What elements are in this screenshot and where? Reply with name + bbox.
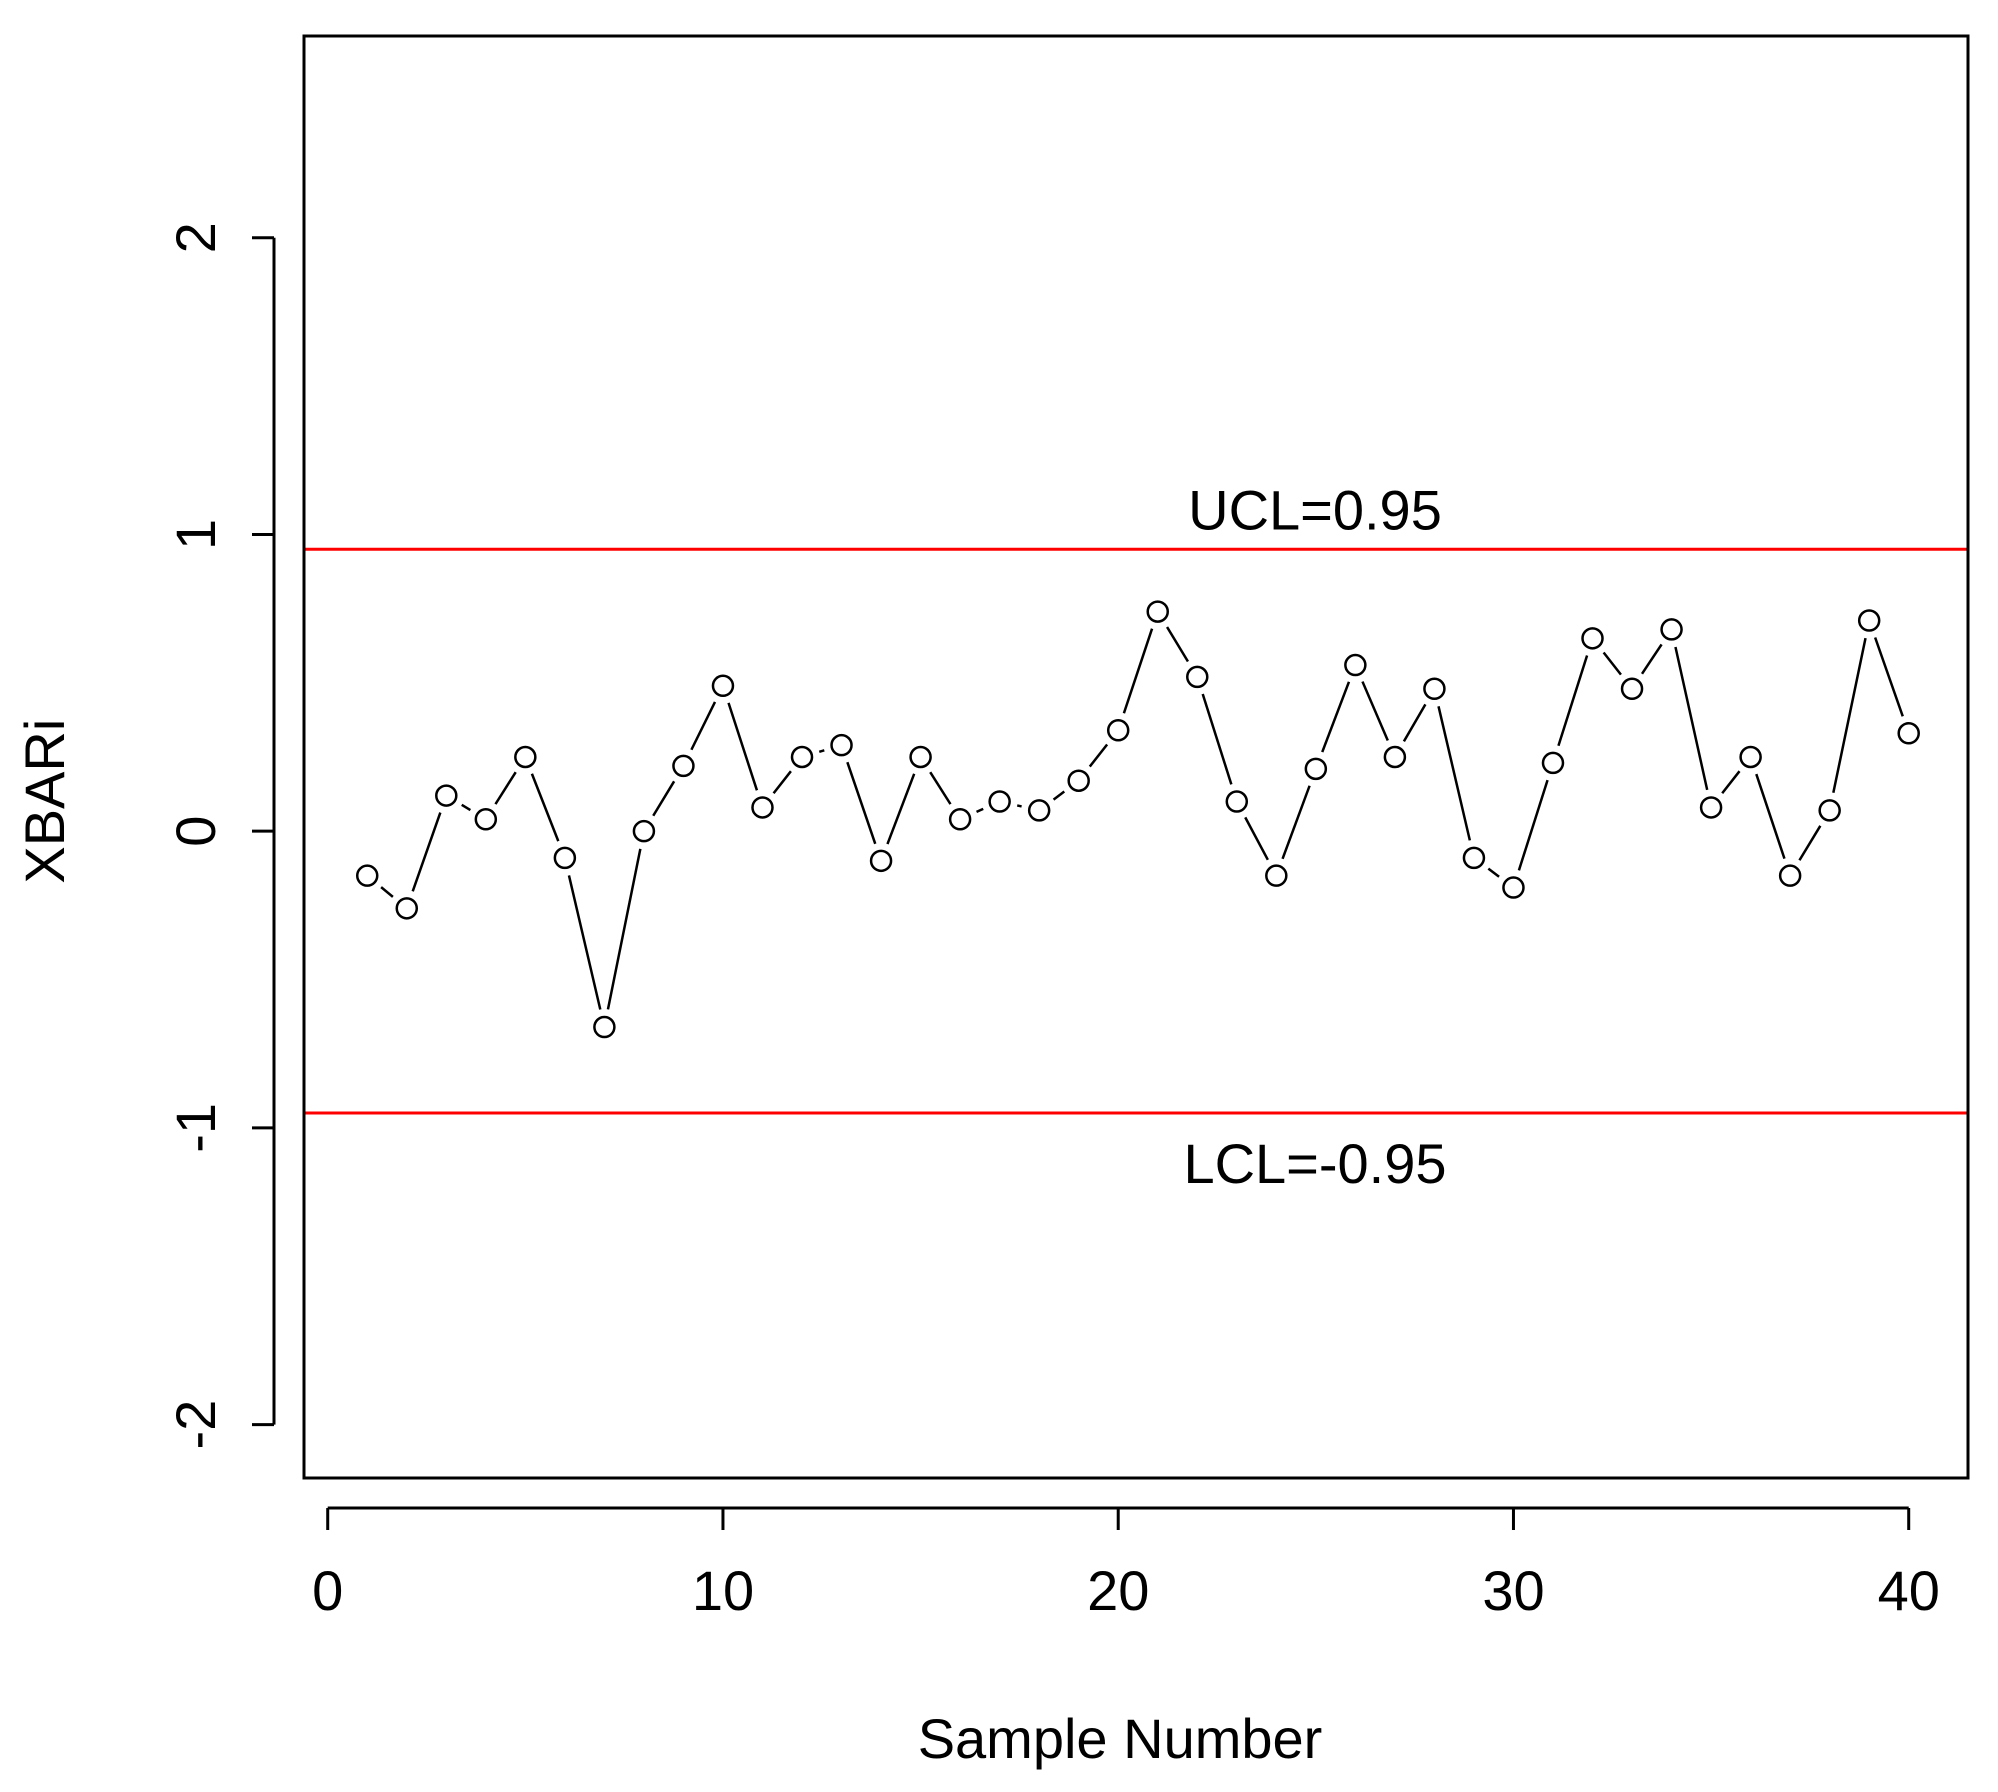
x-tick-label: 40 [1878,1559,1940,1622]
series-segment [1321,681,1351,753]
y-tick-label: -2 [164,1400,227,1450]
x-tick-label: 20 [1087,1559,1149,1622]
series-segment [380,886,394,898]
series-segment [1165,626,1190,663]
series-segment [461,803,472,812]
series-segment [1602,651,1622,676]
axes: 0 10 20 30 40 -2 -1 0 1 2 [164,222,1940,1622]
data-point [1344,653,1367,677]
series-segment [1721,770,1741,795]
series-segment [886,773,916,845]
series-segment [1088,743,1109,768]
control-limits: UCL=0.95 LCL=-0.95 [304,478,1968,1195]
data-point [1106,719,1130,742]
series-segment [1361,681,1389,741]
x-axis-title: Sample Number [918,1707,1323,1770]
data-point [553,846,577,870]
series-segment [652,780,676,817]
data-point [514,745,537,769]
series-segment [727,702,759,791]
data-point [1423,677,1446,701]
series-segment [929,771,952,805]
series-segment [976,807,984,814]
data-point [1897,722,1920,745]
series-segment [1832,637,1867,794]
data-point [1541,751,1565,775]
series-segment [1201,693,1233,785]
series-segment [1402,703,1427,743]
data-point [632,819,656,843]
data-point [1581,627,1604,650]
data-point [395,897,419,920]
series-segment [567,875,602,1010]
data-point [1186,665,1209,689]
data-point [672,754,695,778]
series-segment [1244,816,1269,861]
data-point [1067,769,1090,792]
data-point [1778,864,1802,887]
series-segment [772,770,792,795]
data-point [1818,799,1841,822]
data-point [593,1015,616,1039]
data-point [1699,796,1723,819]
series-segment [494,771,517,805]
x-tick-label: 10 [692,1559,754,1622]
data-point [751,796,774,819]
series-segment [530,773,560,842]
data-point [1660,618,1683,641]
series-segment [411,812,442,892]
data-point [1027,799,1051,822]
series-segment [1798,825,1822,861]
data-point [830,733,853,757]
series-segment [846,761,877,845]
data-point [1502,876,1525,899]
data-series [355,600,1920,1039]
series-segment [1016,804,1022,808]
data-point [1304,757,1328,781]
series-segment [818,749,825,754]
plot-frame [302,34,1970,1480]
data-point [1462,846,1486,870]
data-point [869,849,893,873]
data-point [1620,677,1644,701]
data-point [1265,864,1288,887]
data-point [1739,745,1762,769]
data-point [1383,745,1407,769]
series-segment [606,848,642,1010]
series-segment [1674,646,1709,791]
series-segment [1557,655,1589,747]
x-tick-label: 0 [312,1559,343,1622]
series-segment [1281,785,1311,860]
y-tick-label: -1 [164,1103,227,1153]
y-axis-title: XBARi [13,719,76,884]
data-point [1857,609,1881,632]
series-segment [1052,790,1066,801]
control-limit-label: UCL=0.95 [1188,478,1442,541]
series-segment [690,701,717,751]
data-point [790,745,814,769]
series-segment [1122,628,1154,714]
data-point [1146,600,1169,623]
x-tick-label: 30 [1482,1559,1544,1622]
data-point [474,808,498,831]
data-point [948,808,972,831]
series-segment [1873,637,1904,717]
series-segment [1437,706,1472,841]
series-segment [1487,867,1500,878]
y-tick-label: 1 [164,519,227,550]
control-limit-label: LCL=-0.95 [1183,1132,1446,1195]
data-point [909,745,932,769]
series-segment [1517,779,1549,871]
data-point [355,864,379,887]
data-point [435,784,458,807]
series-segment [1755,773,1786,860]
data-point [1225,790,1249,813]
y-tick-label: 2 [164,222,227,253]
y-tick-label: 0 [164,816,227,847]
series-segment [1640,643,1663,675]
data-point [711,674,735,698]
data-point [988,790,1011,813]
